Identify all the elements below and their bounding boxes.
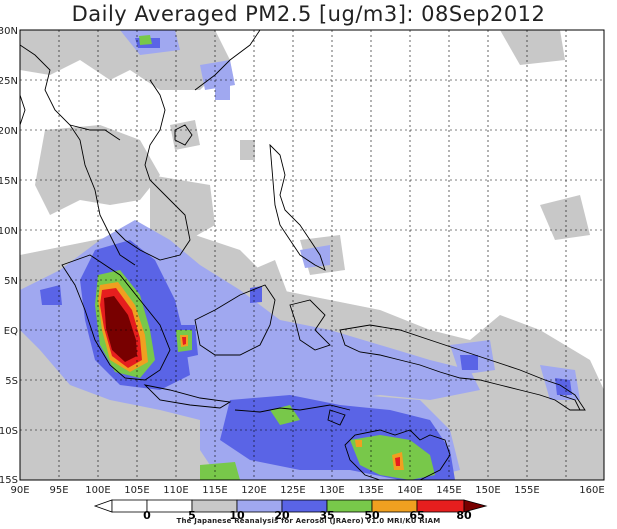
lat-label: 15S	[0, 475, 18, 486]
lon-label: 150E	[475, 485, 500, 496]
lon-label: 90E	[10, 485, 29, 496]
credit-text: The Japanese Reanalysis for Aerosol (JRA…	[176, 517, 441, 525]
colorbar-tick: 5	[188, 509, 196, 522]
colorbar-segment	[463, 499, 488, 513]
lon-label: 95E	[49, 485, 68, 496]
lat-label: 25N	[0, 76, 18, 87]
colorbar: 0 5 10 20 35 50 65 80	[93, 499, 488, 522]
lon-label: 140E	[397, 485, 422, 496]
lon-label: 110E	[163, 485, 188, 496]
colorbar-segment	[93, 499, 113, 513]
lat-label: 15N	[0, 176, 18, 187]
colorbar-tick: 50	[364, 509, 380, 522]
lat-label: 5S	[5, 376, 18, 387]
colorbar-tick: 65	[409, 509, 424, 522]
colorbar-tick: 35	[319, 509, 334, 522]
lon-label: 115E	[202, 485, 227, 496]
colorbar-segment	[146, 499, 193, 513]
lon-label: 105E	[124, 485, 149, 496]
colorbar-segment	[111, 499, 148, 513]
lon-label: 120E	[241, 485, 266, 496]
lon-label: 155E	[514, 485, 539, 496]
lon-label: 100E	[85, 485, 110, 496]
lat-label: 30N	[0, 26, 18, 37]
colorbar-tick: 20	[274, 509, 290, 522]
lat-label: 5N	[4, 276, 18, 287]
colorbar-tick: 80	[456, 509, 472, 522]
map-frame	[19, 29, 605, 481]
coastlines	[20, 30, 586, 480]
lon-label: 125E	[280, 485, 305, 496]
pm25-field	[20, 30, 604, 480]
map-title: Daily Averaged PM2.5 [ug/m3]: 08Sep2012	[71, 2, 546, 26]
lat-label: 20N	[0, 126, 18, 137]
lon-label: 135E	[358, 485, 383, 496]
gridlines	[20, 30, 604, 480]
lat-axis: 30N 25N 20N 15N 10N 5N EQ 5S 10S 15S	[0, 26, 18, 486]
lon-label: 160E	[579, 485, 604, 496]
lon-axis: 90E 95E 100E 105E 110E 115E 120E 125E 13…	[10, 485, 604, 496]
lon-label: 145E	[436, 485, 461, 496]
lon-label: 130E	[319, 485, 344, 496]
colorbar-tick: 10	[229, 509, 245, 522]
colorbar-tick: 0	[143, 509, 151, 522]
lat-label: 10N	[0, 226, 18, 237]
lat-label: EQ	[4, 326, 18, 337]
lat-label: 10S	[0, 426, 18, 437]
